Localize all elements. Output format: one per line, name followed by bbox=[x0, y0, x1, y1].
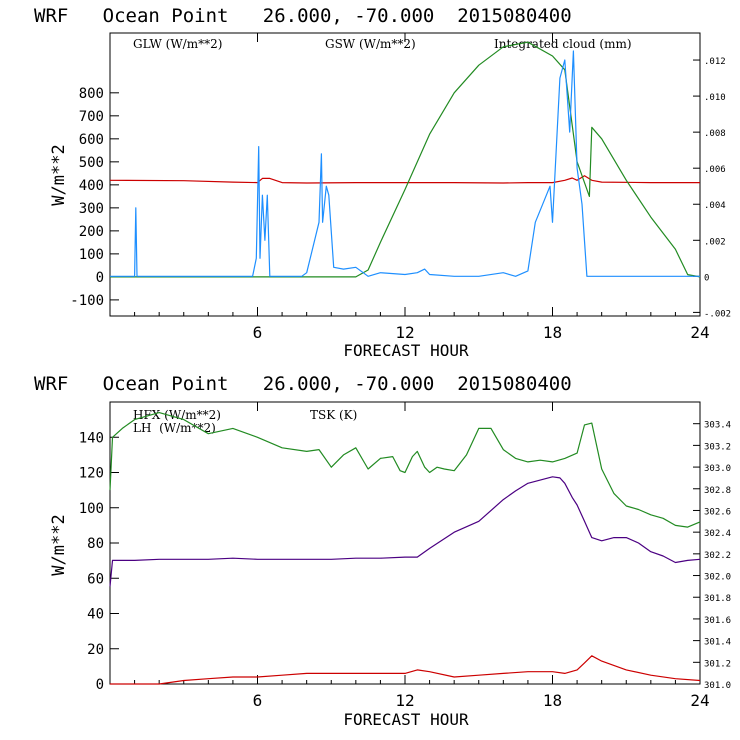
chart1-y2tick-label: .010 bbox=[704, 93, 726, 103]
chart1-y2tick-label: .002 bbox=[704, 237, 726, 247]
chart1-series-gsw-line bbox=[110, 41, 701, 278]
chart2-ytick-label: 0 bbox=[96, 677, 104, 693]
chart2-series-lh-line bbox=[109, 412, 701, 528]
chart2-y2tick-label: 303.2 bbox=[704, 442, 731, 452]
chart1-legend-glw: GLW (W/m**2) bbox=[133, 37, 222, 51]
chart2-y2tick-label: 303.0 bbox=[704, 464, 731, 474]
chart1-ylabel: W/m**2 bbox=[49, 144, 69, 205]
chart1-plot-frame bbox=[109, 32, 701, 317]
chart2-ytick-label: 80 bbox=[87, 536, 104, 552]
chart1-legend-cloud: Integrated cloud (mm) bbox=[494, 37, 632, 51]
chart1-ytick-label: 500 bbox=[79, 155, 104, 171]
chart1-ytick-label: 600 bbox=[79, 132, 104, 148]
chart2-y2tick-label: 301.8 bbox=[704, 594, 731, 604]
chart1-xtick-label: 24 bbox=[690, 323, 709, 342]
chart2-xtick-label: 24 bbox=[690, 691, 709, 710]
chart1-ytick-label: 800 bbox=[79, 86, 104, 102]
chart2-legend-tsk: TSK (K) bbox=[310, 408, 357, 422]
chart2-xlabel: FORECAST HOUR bbox=[343, 710, 469, 729]
chart2-ylabel: W/m**2 bbox=[49, 514, 69, 575]
chart2-y2tick-label: 301.2 bbox=[704, 659, 731, 669]
chart1-ytick-label: 300 bbox=[79, 201, 104, 217]
chart2-legend-lh: LH (W/m**2) bbox=[133, 421, 216, 435]
chart1-title: WRF Ocean Point 26.000, -70.000 20150804… bbox=[34, 5, 572, 27]
chart2-y2tick-label: 301.4 bbox=[704, 638, 731, 648]
chart2-y2tick-label: 301.6 bbox=[704, 616, 731, 626]
chart2-series-hfx-line bbox=[110, 655, 701, 685]
chart1-xtick-label: 6 bbox=[253, 323, 263, 342]
chart1-ytick-label: -100 bbox=[70, 293, 104, 309]
chart2-ytick-label: 40 bbox=[87, 607, 104, 623]
chart2-legend-hfx: HFX (W/m**2) bbox=[133, 408, 221, 422]
chart1-y2tick-label: -.002 bbox=[704, 309, 731, 319]
chart2-y2tick-label: 302.6 bbox=[704, 507, 731, 517]
chart1-ytick-label: 0 bbox=[96, 270, 104, 286]
chart2-y2tick-label: 302.8 bbox=[704, 486, 731, 496]
chart1-ytick-label: 400 bbox=[79, 178, 104, 194]
chart1-y2tick-label: .008 bbox=[704, 129, 726, 139]
chart2-y2tick-label: 302.4 bbox=[704, 529, 731, 539]
chart2-ytick-label: 120 bbox=[79, 466, 104, 482]
chart2-y2tick-label: 301.0 bbox=[704, 681, 731, 691]
chart2-ytick-label: 100 bbox=[79, 501, 104, 517]
chart1-y2tick-label: .004 bbox=[704, 201, 726, 211]
chart1-y2tick-label: .012 bbox=[704, 57, 726, 67]
chart2-ytick-label: 140 bbox=[79, 430, 104, 446]
chart1-xtick-label: 12 bbox=[395, 323, 414, 342]
chart1-series-integrated-line bbox=[110, 50, 700, 277]
chart1-legend-gsw: GSW (W/m**2) bbox=[325, 37, 416, 51]
chart2-plot-frame bbox=[109, 401, 701, 685]
chart1-ytick-label: 200 bbox=[79, 224, 104, 240]
chart2-y2tick-label: 303.4 bbox=[704, 421, 731, 431]
chart2-title: WRF Ocean Point 26.000, -70.000 20150804… bbox=[34, 373, 572, 395]
chart1-y2tick-label: .006 bbox=[704, 165, 726, 175]
chart1-ytick-label: 700 bbox=[79, 109, 104, 125]
chart2-xtick-label: 6 bbox=[253, 691, 263, 710]
chart1-ytick-label: 100 bbox=[79, 247, 104, 263]
chart2-series-tsk-line bbox=[109, 476, 701, 587]
chart2-xtick-label: 18 bbox=[543, 691, 562, 710]
chart1-series-glw-line bbox=[109, 175, 700, 184]
chart1-xlabel: FORECAST HOUR bbox=[343, 341, 469, 360]
chart2-y2tick-label: 302.0 bbox=[704, 573, 731, 583]
chart2-ytick-label: 60 bbox=[87, 571, 104, 587]
chart2-xtick-label: 12 bbox=[395, 691, 414, 710]
chart1-y2tick-label: 0 bbox=[704, 273, 709, 283]
chart2-ytick-label: 20 bbox=[87, 642, 104, 658]
chart1-xtick-label: 18 bbox=[543, 323, 562, 342]
chart2-y2tick-label: 302.2 bbox=[704, 551, 731, 561]
